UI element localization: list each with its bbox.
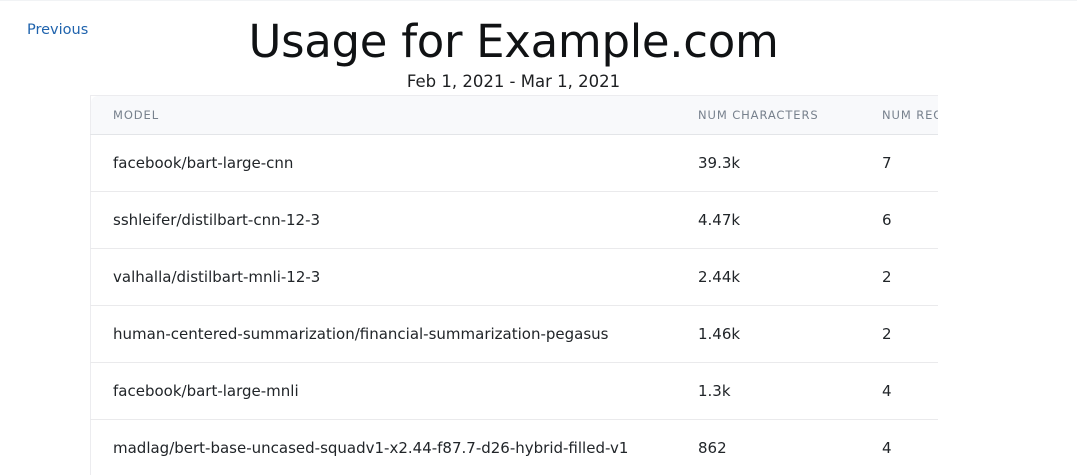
cell-num-requests: 6: [860, 191, 938, 249]
table-header-row: MODEL NUM CHARACTERS NUM REQUESTS: [90, 95, 938, 135]
cell-num-requests: 2: [860, 305, 938, 363]
table-row[interactable]: human-centered-summarization/financial-s…: [90, 305, 938, 363]
cell-num-characters: 39.3k: [676, 134, 860, 192]
usage-table-head: MODEL NUM CHARACTERS NUM REQUESTS: [90, 95, 938, 135]
table-row[interactable]: madlag/bert-base-uncased-squadv1-x2.44-f…: [90, 419, 938, 475]
cell-num-requests: 2: [860, 248, 938, 306]
cell-model: valhalla/distilbart-mnli-12-3: [90, 248, 676, 306]
cell-num-characters: 1.46k: [676, 305, 860, 363]
table-row[interactable]: valhalla/distilbart-mnli-12-3 2.44k 2: [90, 248, 938, 306]
usage-table-body: facebook/bart-large-cnn 39.3k 7 sshleife…: [90, 134, 938, 475]
cell-num-characters: 862: [676, 419, 860, 475]
page-title: Usage for Example.com: [248, 15, 779, 68]
table-row[interactable]: facebook/bart-large-cnn 39.3k 7: [90, 134, 938, 192]
table-row[interactable]: sshleifer/distilbart-cnn-12-3 4.47k 6: [90, 191, 938, 249]
cell-model: facebook/bart-large-mnli: [90, 362, 676, 420]
cell-model: human-centered-summarization/financial-s…: [90, 305, 676, 363]
cell-model: sshleifer/distilbart-cnn-12-3: [90, 191, 676, 249]
column-header-num-requests[interactable]: NUM REQUESTS: [860, 95, 938, 135]
page-date-range: Feb 1, 2021 - Mar 1, 2021: [406, 72, 621, 91]
cell-num-characters: 1.3k: [676, 362, 860, 420]
table-row[interactable]: facebook/bart-large-mnli 1.3k 4: [90, 362, 938, 420]
page-top-divider: [0, 0, 1077, 1]
cell-num-characters: 4.47k: [676, 191, 860, 249]
cell-model: facebook/bart-large-cnn: [90, 134, 676, 192]
cell-num-requests: 4: [860, 362, 938, 420]
cell-model: madlag/bert-base-uncased-squadv1-x2.44-f…: [90, 419, 676, 475]
cell-num-characters: 2.44k: [676, 248, 860, 306]
cell-num-requests: 4: [860, 419, 938, 475]
usage-table-container: MODEL NUM CHARACTERS NUM REQUESTS facebo…: [90, 95, 938, 475]
cell-num-requests: 7: [860, 134, 938, 192]
column-header-num-characters[interactable]: NUM CHARACTERS: [676, 95, 860, 135]
previous-link[interactable]: Previous: [27, 22, 89, 38]
column-header-model[interactable]: MODEL: [90, 95, 676, 135]
usage-table: MODEL NUM CHARACTERS NUM REQUESTS facebo…: [90, 95, 938, 475]
